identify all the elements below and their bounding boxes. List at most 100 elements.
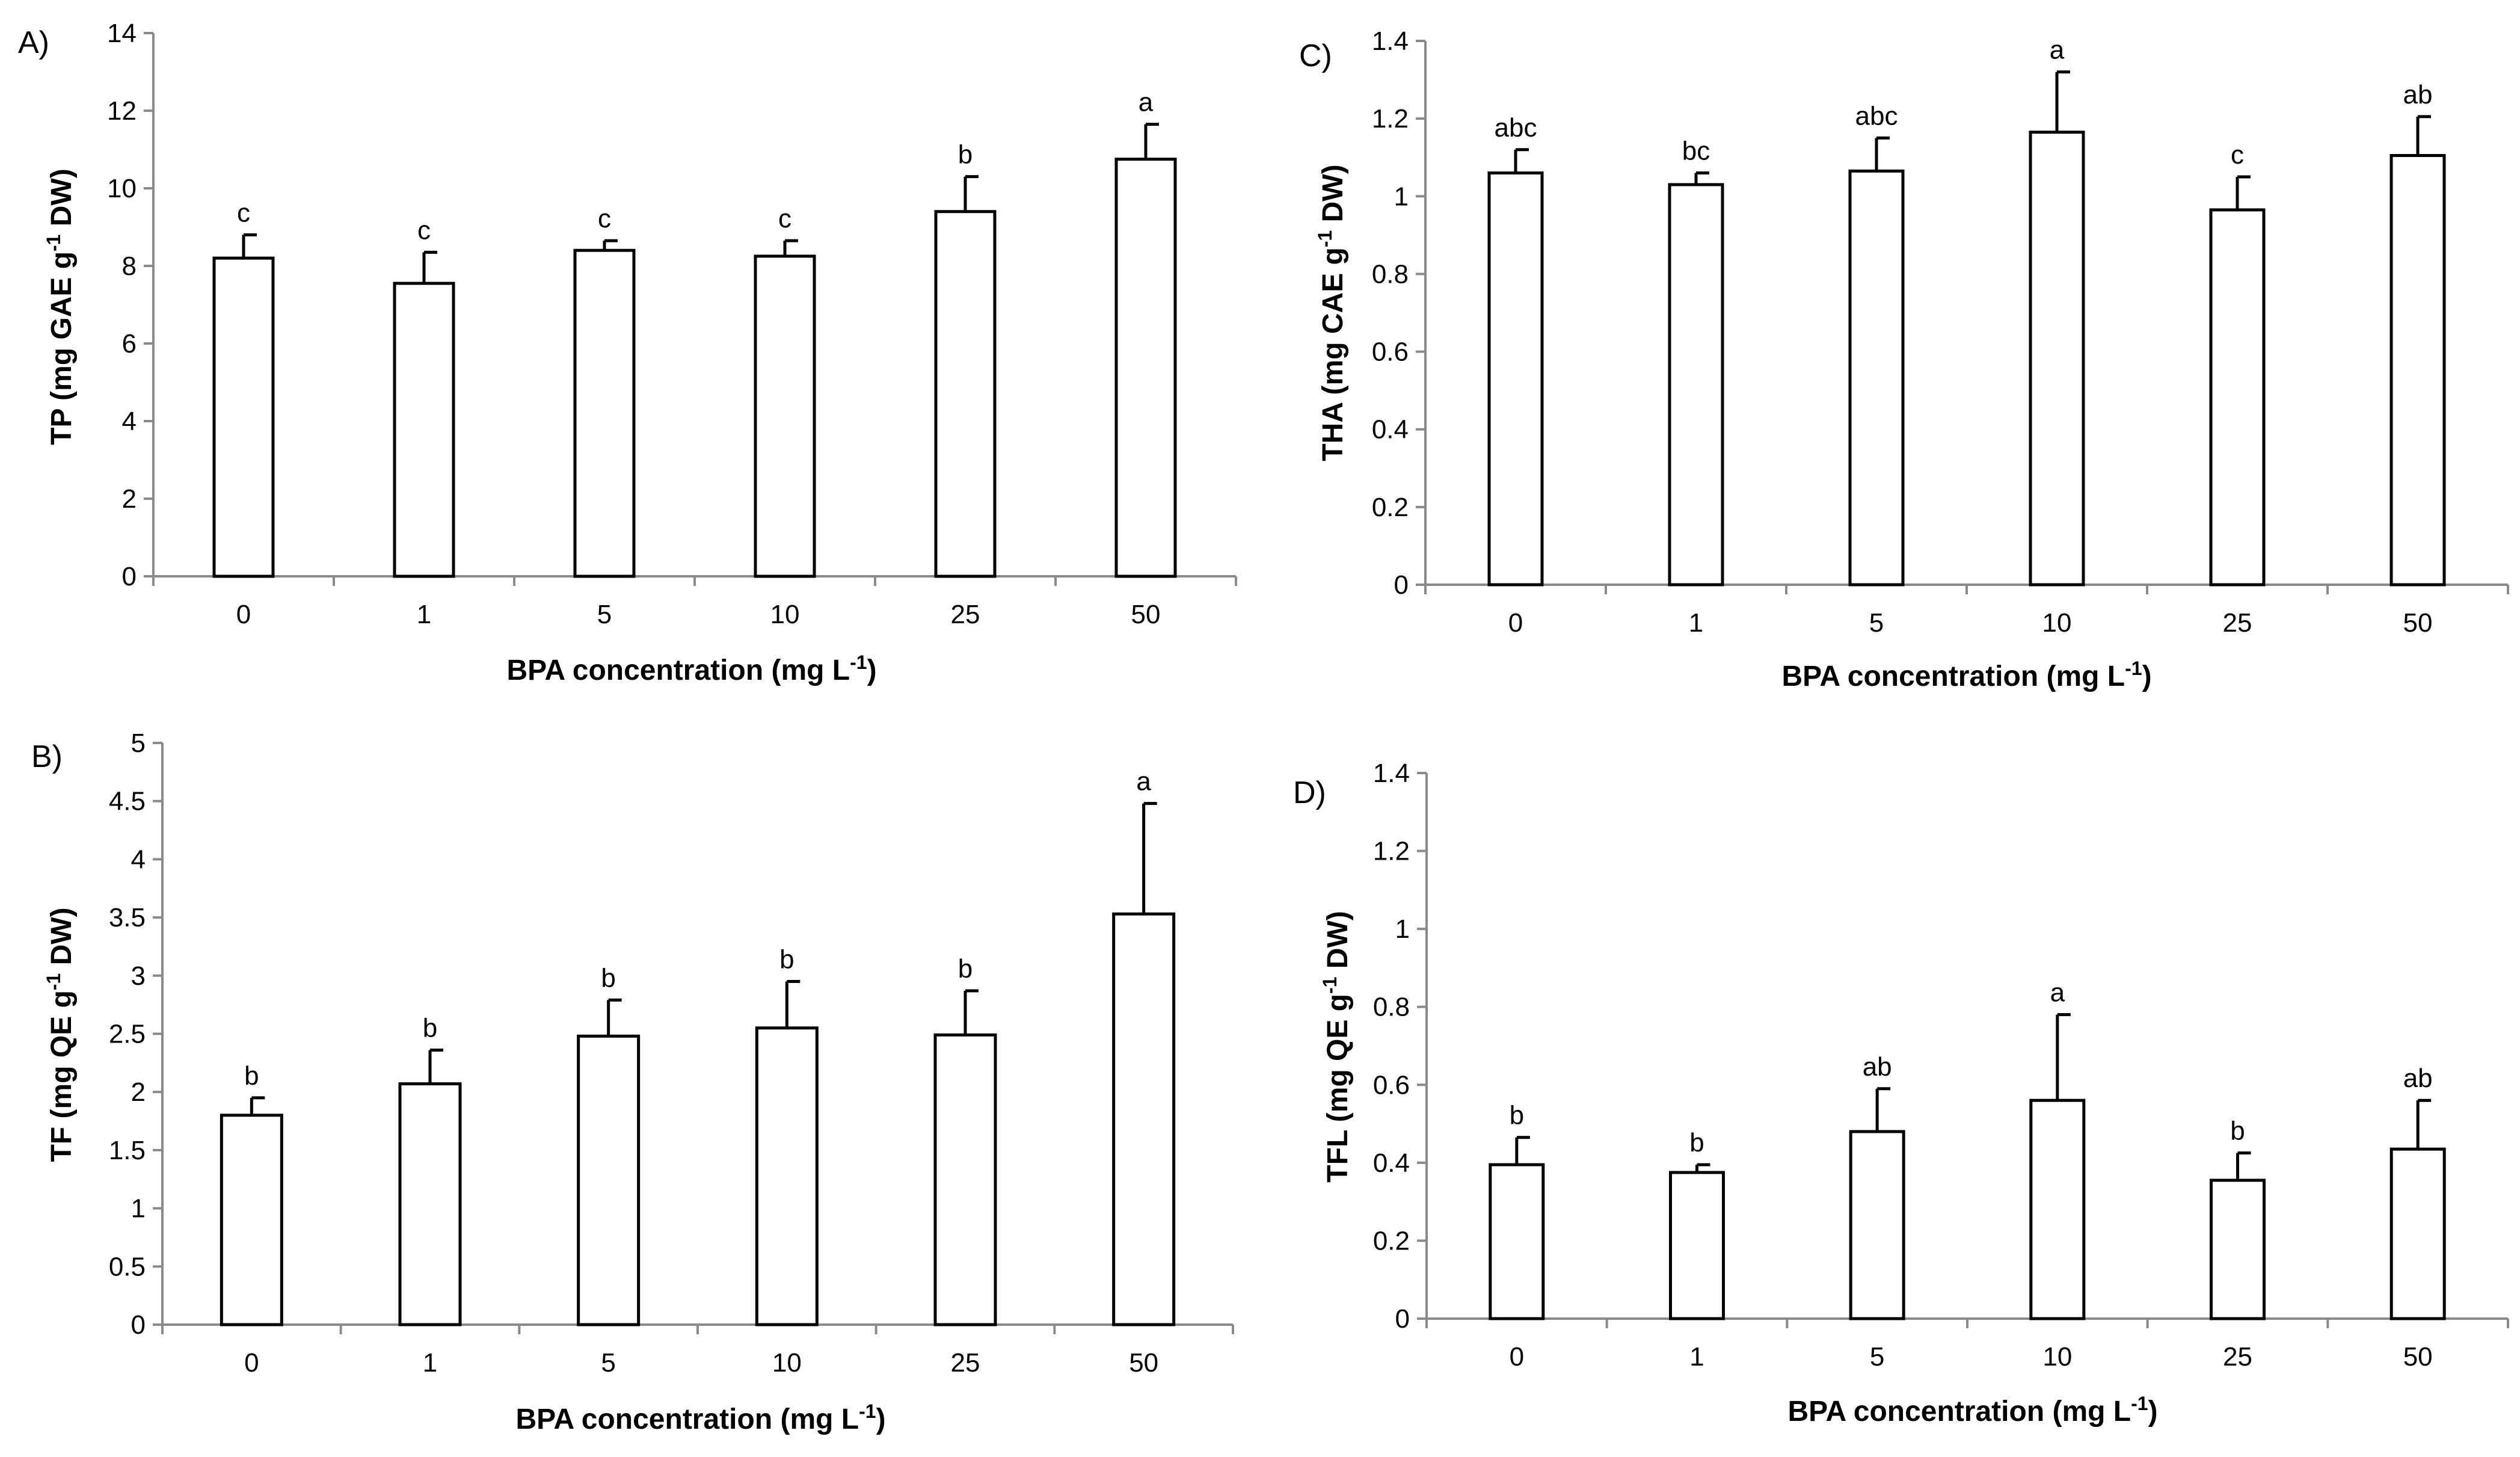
x-tick-label: 5 xyxy=(1870,1342,1884,1372)
x-axis-title: BPA concentration (mg L-1) xyxy=(1787,1393,2157,1428)
significance-label: c xyxy=(417,215,431,245)
y-axis-title: TP (mg GAE g-1 DW) xyxy=(43,168,78,445)
panel-label: D) xyxy=(1293,775,1326,810)
y-tick-label: 3.5 xyxy=(109,903,146,932)
significance-label: ab xyxy=(1863,1052,1892,1082)
panel-a: A) TP (mg GAE g-1 DW) BPA concentration … xyxy=(18,19,1237,686)
y-tick-label: 14 xyxy=(107,19,137,48)
y-tick-label: 2 xyxy=(131,1077,146,1107)
panel-label: B) xyxy=(31,739,63,774)
y-axis-title-main: THA (mg CAE g xyxy=(1317,247,1349,461)
x-tick-label: 10 xyxy=(770,600,800,629)
x-axis-title-main: BPA concentration (mg L xyxy=(506,655,850,686)
significance-label: ab xyxy=(2403,80,2433,109)
bar xyxy=(393,282,455,578)
y-axis-title-sup: -1 xyxy=(43,973,64,990)
x-tick-label: 1 xyxy=(423,1348,437,1378)
significance-label: b xyxy=(244,1061,259,1091)
bar xyxy=(398,1082,462,1326)
y-tick-label: 0 xyxy=(131,1310,146,1340)
y-tick-label: 0.6 xyxy=(1372,337,1409,367)
bar xyxy=(1848,169,1905,587)
x-tick-label: 5 xyxy=(1869,608,1884,638)
bar xyxy=(933,1033,997,1326)
significance-label: abc xyxy=(1495,113,1537,143)
significance-label: b xyxy=(601,963,615,993)
x-axis-title: BPA concentration (mg L-1) xyxy=(506,651,876,686)
x-tick-label: 1 xyxy=(417,600,431,629)
x-tick-label: 50 xyxy=(1131,600,1161,629)
x-tick-label: 1 xyxy=(1689,1342,1704,1372)
x-tick-label: 10 xyxy=(2042,608,2072,638)
y-axis-title-main: TP (mg GAE g xyxy=(46,251,78,445)
significance-label: bc xyxy=(1682,137,1710,166)
significance-label: b xyxy=(779,944,794,974)
y-axis-title: TFL (mg QE g-1 DW) xyxy=(1319,911,1354,1183)
y-axis-title: THA (mg CAE g-1 DW) xyxy=(1314,164,1349,461)
x-axis-title: BPA concentration (mg L-1) xyxy=(1781,658,2151,692)
x-tick-label: 50 xyxy=(2403,1342,2433,1372)
y-tick-label: 8 xyxy=(122,251,137,281)
y-tick-label: 3 xyxy=(131,961,146,991)
bar xyxy=(1114,158,1177,578)
y-tick-label: 4 xyxy=(131,845,146,874)
x-tick-label: 25 xyxy=(951,600,980,629)
bar xyxy=(212,256,275,578)
x-axis-title-sup: -1 xyxy=(850,651,867,673)
x-tick-label: 10 xyxy=(2042,1342,2072,1372)
y-tick-label: 0.8 xyxy=(1372,259,1409,289)
x-tick-label: 25 xyxy=(2223,608,2252,638)
panel-d: D) TFL (mg QE g-1 DW) BPA concentration … xyxy=(1293,759,2509,1428)
significance-label: b xyxy=(1689,1128,1704,1157)
x-axis-title-end: ) xyxy=(867,655,877,686)
bar xyxy=(577,1034,641,1326)
bar xyxy=(2029,131,2085,587)
x-axis-title-sup: -1 xyxy=(859,1400,876,1422)
bar xyxy=(220,1114,283,1326)
x-axis-title-end: ) xyxy=(2148,1396,2158,1428)
bar xyxy=(754,254,816,578)
y-axis-title-end: DW) xyxy=(46,168,78,234)
bar xyxy=(1669,1171,1725,1320)
y-axis-title-main: TFL (mg QE g xyxy=(1322,994,1354,1183)
y-tick-label: 1.5 xyxy=(109,1136,146,1165)
y-tick-label: 0 xyxy=(122,562,137,591)
y-tick-label: 1 xyxy=(131,1194,146,1224)
y-tick-label: 4.5 xyxy=(109,787,146,816)
x-tick-label: 0 xyxy=(236,600,251,629)
bar xyxy=(2209,208,2266,587)
y-axis-title-sup: -1 xyxy=(1319,977,1341,994)
x-tick-label: 25 xyxy=(2223,1342,2252,1372)
y-tick-label: 0.2 xyxy=(1373,1226,1410,1255)
y-tick-label: 0.2 xyxy=(1372,493,1409,522)
x-axis-title-end: ) xyxy=(876,1403,886,1435)
significance-label: a xyxy=(1136,767,1151,796)
panel-label: C) xyxy=(1299,39,1332,73)
significance-label: b xyxy=(958,954,973,984)
y-tick-label: 0.4 xyxy=(1373,1148,1410,1178)
bar xyxy=(1849,1130,1905,1320)
y-tick-label: 0.8 xyxy=(1373,993,1410,1022)
y-tick-label: 1.2 xyxy=(1373,837,1410,866)
bar xyxy=(1487,171,1544,587)
y-tick-label: 4 xyxy=(122,407,137,436)
y-axis-title-sup: -1 xyxy=(43,235,64,251)
significance-label: c xyxy=(237,198,250,227)
y-axis-title-main: TF (mg QE g xyxy=(46,990,78,1162)
y-tick-label: 0 xyxy=(1394,570,1409,600)
bar xyxy=(934,210,997,578)
y-tick-label: 1.4 xyxy=(1372,26,1409,56)
x-axis-title-end: ) xyxy=(2142,661,2152,692)
y-tick-label: 5 xyxy=(131,728,146,758)
significance-label: c xyxy=(2231,140,2244,170)
panel-b: B) TF (mg QE g-1 DW) BPA concentration (… xyxy=(31,728,1234,1435)
bar xyxy=(573,248,636,578)
bar xyxy=(1668,183,1724,587)
x-axis-title-main: BPA concentration (mg L xyxy=(1781,661,2125,692)
y-tick-label: 2.5 xyxy=(109,1020,146,1049)
y-axis-title-end: DW) xyxy=(1317,164,1349,230)
bar xyxy=(1489,1163,1545,1320)
y-axis-title-end: DW) xyxy=(1322,911,1354,976)
x-tick-label: 5 xyxy=(601,1348,615,1378)
